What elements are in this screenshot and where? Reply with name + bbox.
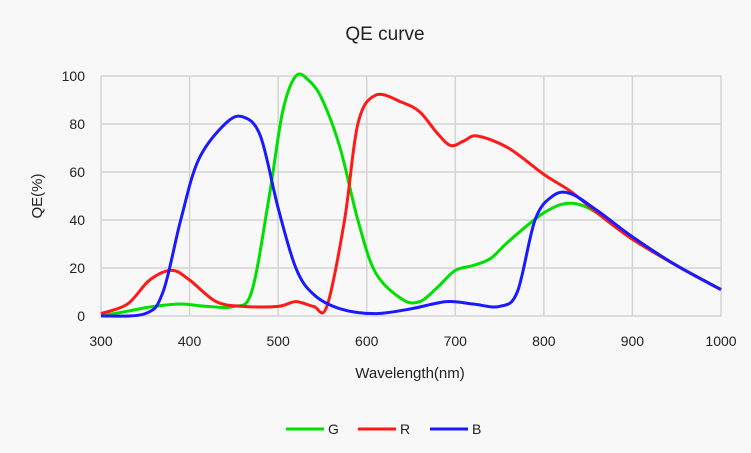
y-tick-label: 0 (77, 308, 85, 324)
x-tick-label: 700 (444, 333, 468, 349)
x-tick-label: 600 (355, 333, 379, 349)
series-line-r (100, 92, 722, 316)
series-lines (100, 72, 722, 318)
x-tick-label: 900 (621, 333, 645, 349)
y-tick-label: 80 (69, 116, 85, 132)
y-axis-label: QE(%) (29, 173, 46, 218)
x-tick-label: 800 (532, 333, 556, 349)
x-axis-label: Wavelength(nm) (355, 365, 464, 382)
y-tick-label: 100 (62, 68, 86, 84)
x-tick-label: 1000 (705, 333, 736, 349)
series-line-g (100, 72, 722, 318)
legend-label-b: B (472, 421, 481, 437)
y-tick-label: 20 (69, 260, 85, 276)
legend-label-r: R (400, 421, 410, 437)
series-line-b (100, 114, 722, 318)
x-tick-label: 300 (89, 333, 113, 349)
x-tick-label: 400 (178, 333, 202, 349)
chart-title: QE curve (345, 24, 424, 45)
y-tick-label: 60 (69, 164, 85, 180)
legend-label-g: G (328, 421, 339, 437)
tick-labels: 300 400 500 600 700 800 900 1000 0 20 40 60 80 100 (62, 68, 737, 349)
x-tick-label: 500 (266, 333, 290, 349)
grid (100, 75, 722, 317)
y-tick-label: 40 (69, 212, 85, 228)
